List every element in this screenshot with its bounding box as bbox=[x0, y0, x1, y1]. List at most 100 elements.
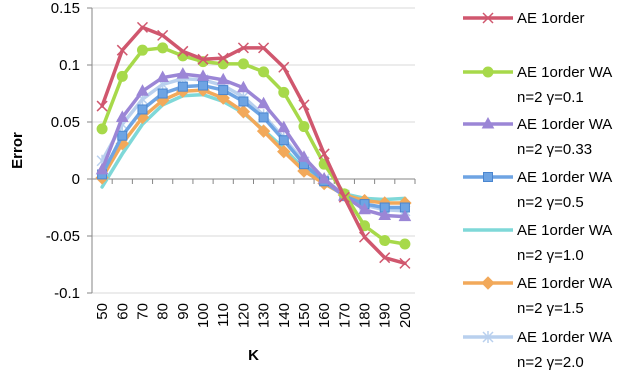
diamond-marker bbox=[277, 144, 291, 159]
circle-marker bbox=[237, 58, 249, 70]
x-tick-label: 80 bbox=[155, 303, 172, 320]
marker-stroke bbox=[258, 42, 270, 54]
x-tick-label: 120 bbox=[235, 303, 252, 328]
triangle-marker bbox=[317, 171, 331, 184]
marker-stroke bbox=[399, 257, 411, 269]
x-tick-label: 100 bbox=[195, 303, 212, 328]
triangle-marker bbox=[216, 72, 230, 85]
y-tick-label: 0 bbox=[72, 171, 80, 188]
square-marker bbox=[117, 130, 128, 141]
legend-item: AE 1order WA n=2 γ=1.0 bbox=[463, 222, 612, 264]
diamond-marker bbox=[256, 124, 271, 138]
series-2 bbox=[96, 42, 411, 250]
x-axis-title: K bbox=[248, 347, 259, 364]
marker-stroke bbox=[338, 191, 350, 203]
triangle-marker bbox=[196, 69, 210, 81]
legend-item: AE 1order WA n=2 γ=1.5 bbox=[463, 275, 612, 317]
marker-stroke bbox=[177, 45, 189, 57]
legend-label: AE 1order bbox=[517, 10, 585, 27]
triangle-marker bbox=[136, 84, 149, 96]
x-tick-label: 180 bbox=[357, 303, 374, 328]
legend-label: n=2 γ=0.33 bbox=[517, 141, 592, 158]
x-marker bbox=[116, 44, 128, 56]
circle-marker bbox=[278, 86, 290, 98]
legend-label: n=2 γ=1.5 bbox=[517, 300, 584, 317]
x-marker bbox=[258, 42, 270, 54]
y-tick-label: 0.05 bbox=[51, 114, 80, 131]
x-tick-label: 140 bbox=[276, 303, 293, 328]
legend-label: n=2 γ=0.1 bbox=[517, 89, 584, 106]
x-marker bbox=[379, 252, 391, 264]
x-tick-label: 130 bbox=[256, 303, 273, 328]
square-marker bbox=[218, 85, 229, 96]
marker-stroke bbox=[136, 21, 148, 33]
legend-item: AE 1order WA n=2 γ=0.1 bbox=[463, 64, 612, 106]
series-line bbox=[100, 46, 407, 246]
square-marker bbox=[483, 172, 493, 182]
diamond-marker bbox=[236, 105, 251, 119]
x-tick-label: 60 bbox=[114, 303, 131, 320]
marker-stroke bbox=[237, 42, 249, 54]
x-tick-label: 150 bbox=[296, 303, 313, 328]
y-tick-label: 0.1 bbox=[59, 57, 80, 74]
legend-label: n=2 γ=1.0 bbox=[517, 247, 584, 264]
circle-marker bbox=[298, 121, 310, 133]
y-tick-label: 0.15 bbox=[51, 0, 80, 17]
square-marker bbox=[137, 104, 148, 115]
x-tick-label: 110 bbox=[215, 303, 232, 327]
x-marker bbox=[217, 52, 229, 64]
triangle-marker bbox=[95, 162, 109, 175]
legend-item: AE 1order WA n=2 γ=0.5 bbox=[463, 169, 612, 211]
legend-label: AE 1order WA bbox=[517, 275, 612, 292]
triangle-marker bbox=[297, 150, 311, 162]
x-tick-label: 90 bbox=[175, 303, 192, 320]
marker-stroke bbox=[217, 52, 229, 64]
series-line bbox=[100, 76, 407, 213]
marker-stroke bbox=[96, 100, 108, 112]
marker-stroke bbox=[298, 99, 310, 111]
x-marker bbox=[157, 29, 169, 41]
triangle-marker bbox=[115, 110, 129, 122]
y-axis-title: Error bbox=[9, 132, 26, 169]
star-marker bbox=[482, 331, 494, 343]
legend-label: AE 1order WA bbox=[517, 329, 612, 346]
triangle-marker bbox=[156, 70, 170, 83]
legend-label: AE 1order WA bbox=[517, 64, 612, 81]
triangle-marker bbox=[481, 116, 495, 129]
triangle-marker bbox=[358, 202, 371, 215]
marker-stroke bbox=[197, 53, 209, 65]
x-tick-label: 160 bbox=[316, 303, 333, 328]
circle-marker bbox=[116, 70, 128, 82]
x-marker bbox=[136, 21, 148, 33]
marker-stroke bbox=[359, 231, 371, 243]
legend-label: n=2 γ=0.5 bbox=[517, 194, 584, 211]
circle-marker bbox=[157, 42, 169, 54]
series-6 bbox=[95, 83, 412, 210]
legend-item: AE 1order bbox=[463, 10, 585, 27]
circle-marker bbox=[399, 238, 411, 250]
series-group bbox=[95, 21, 412, 269]
legend-label: AE 1order WA bbox=[517, 116, 612, 133]
triangle-marker bbox=[176, 67, 190, 79]
legend-item: AE 1order WA n=2 γ=0.33 bbox=[463, 116, 612, 158]
triangle-marker bbox=[398, 209, 412, 222]
circle-marker bbox=[258, 66, 270, 78]
x-tick-labels: 50 60 70 80 90 100 110 120 130 140 150 160 170 180 190… bbox=[94, 303, 414, 328]
square-marker bbox=[157, 88, 168, 99]
series-line bbox=[100, 83, 407, 210]
legend-label: AE 1order WA bbox=[517, 169, 612, 186]
y-tick-label: -0.05 bbox=[46, 228, 80, 245]
x-marker bbox=[177, 45, 189, 57]
series-line bbox=[100, 72, 407, 219]
x-marker bbox=[338, 191, 350, 203]
square-marker bbox=[258, 112, 269, 123]
x-tick-label: 50 bbox=[94, 303, 111, 320]
circle-marker bbox=[217, 58, 229, 70]
x-marker bbox=[96, 100, 108, 112]
series-1 bbox=[96, 21, 411, 269]
x-tick-label: 170 bbox=[336, 303, 353, 328]
square-marker bbox=[198, 80, 209, 91]
marker-stroke bbox=[379, 252, 391, 264]
x-marker bbox=[278, 61, 290, 73]
